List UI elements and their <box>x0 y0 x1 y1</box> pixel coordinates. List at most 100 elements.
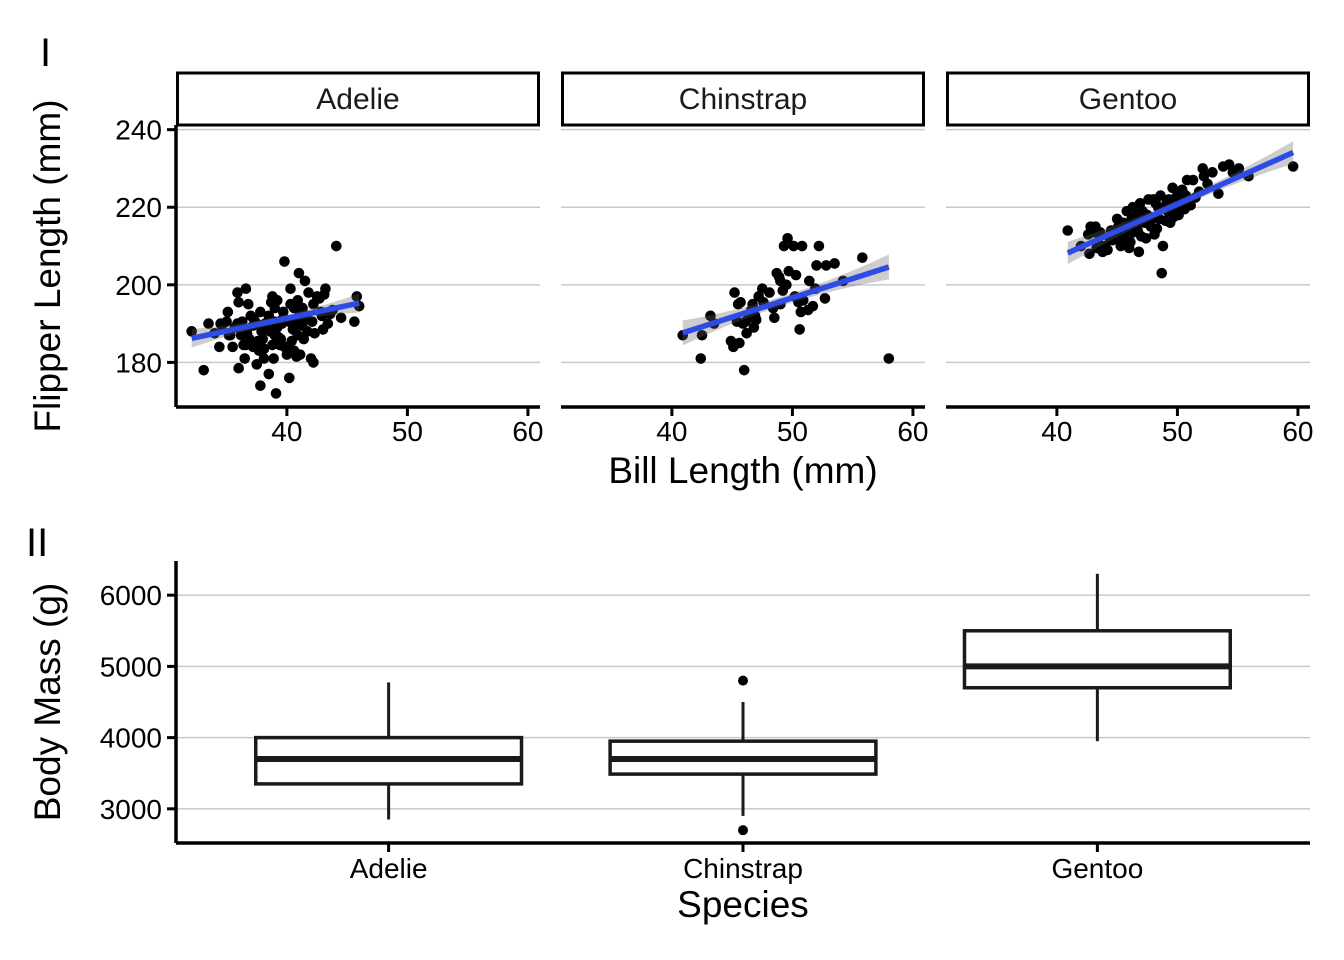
y-tick-label: 5000 <box>100 651 162 682</box>
scatter-point <box>1213 188 1224 199</box>
scatter-point <box>1133 246 1145 258</box>
y-tick-label: 3000 <box>100 794 162 825</box>
scatter-point <box>294 349 306 360</box>
scatter-point <box>331 240 342 252</box>
scatter-point <box>729 287 740 298</box>
scatter-point <box>796 240 808 252</box>
scatter-point <box>309 327 320 339</box>
y-tick-label: 220 <box>115 192 162 223</box>
trend-line <box>681 264 890 336</box>
category-label: Adelie <box>350 853 428 884</box>
scatter-point <box>735 296 746 308</box>
scatter-point <box>811 260 822 271</box>
scatter-point <box>769 312 780 324</box>
scatter-point <box>255 380 266 391</box>
scatter-point <box>738 364 750 376</box>
scatter-panel-marks: Adelie 40 50 60 180 200 220 240 Chinstrap 40 50 60 G… <box>115 71 1314 447</box>
panel2-y-axis-title: Body Mass (g) <box>27 583 68 822</box>
y-tick-label: 4000 <box>100 723 162 754</box>
scatter-point <box>750 314 762 326</box>
scatter-point <box>1084 248 1095 260</box>
scatter-point <box>1151 223 1163 234</box>
scatter-point <box>1233 163 1245 174</box>
outlier-point <box>738 825 748 836</box>
scatter-point <box>335 312 347 324</box>
y-tick-label: 6000 <box>100 580 162 611</box>
scatter-point <box>293 267 305 279</box>
scatter-point <box>279 256 290 267</box>
panel1-tag: I <box>40 31 51 75</box>
scatter-point <box>764 287 775 298</box>
scatter-point <box>322 318 334 329</box>
scatter-point <box>1140 232 1152 244</box>
scatter-point <box>349 316 360 327</box>
scatter-point <box>1185 199 1196 211</box>
scatter-point <box>320 283 331 294</box>
facet-strip-label: Chinstrap <box>679 83 807 116</box>
x-tick-label: 40 <box>656 416 687 447</box>
category-label: Gentoo <box>1051 853 1143 884</box>
scatter-point <box>277 306 289 318</box>
scatter-point <box>303 287 314 298</box>
scatter-point <box>263 368 275 380</box>
scatter-point <box>695 353 707 364</box>
scatter-point <box>221 316 232 327</box>
scatter-point <box>203 318 214 329</box>
scatter-point <box>283 372 295 384</box>
scatter-point <box>696 329 708 341</box>
facet-strip <box>946 71 1310 127</box>
facet-strip-label: Gentoo <box>1079 83 1177 116</box>
scatter-point <box>232 287 243 298</box>
scatter-point <box>1157 240 1169 252</box>
scatter-point <box>790 269 802 281</box>
y-tick-label: 240 <box>115 115 162 146</box>
scatter-point <box>351 291 363 302</box>
scatter-point <box>819 293 831 304</box>
scatter-point <box>233 296 244 308</box>
scatter-point <box>258 353 270 364</box>
scatter-point <box>1155 190 1166 201</box>
x-tick-label: 40 <box>1041 416 1072 447</box>
scatter-point <box>1125 236 1136 248</box>
scatter-point <box>1156 267 1168 279</box>
scatter-point <box>292 295 304 306</box>
scatter-point <box>198 364 210 376</box>
y-tick-label: 200 <box>115 270 162 301</box>
scatter-point <box>883 353 895 364</box>
scatter-point <box>1062 225 1074 236</box>
scatter-point <box>239 353 251 364</box>
scatter-point <box>306 316 318 327</box>
scatter-point <box>186 326 197 337</box>
scatter-point <box>734 337 745 349</box>
x-tick-label: 60 <box>897 416 928 447</box>
scatter-point <box>1102 244 1113 256</box>
scatter-point <box>299 275 311 287</box>
scatter-point <box>807 300 819 312</box>
panel2-tag: II <box>26 521 48 565</box>
scatter-point <box>788 240 799 252</box>
scatter-point <box>308 357 319 368</box>
scatter-point <box>243 298 254 310</box>
category-label: Chinstrap <box>683 853 803 884</box>
scatter-point <box>741 327 752 339</box>
scatter-point <box>257 333 269 345</box>
scatter-point <box>255 306 266 318</box>
facet-strip <box>176 71 540 127</box>
trend-line <box>1066 150 1295 256</box>
scatter-point <box>781 279 792 291</box>
x-tick-label: 50 <box>1162 416 1193 447</box>
scatter-point <box>803 275 815 287</box>
scatter-point <box>270 388 282 399</box>
scatter-point <box>222 306 234 318</box>
scatter-point <box>1207 167 1218 178</box>
panel1-y-axis-title: Flipper Length (mm) <box>27 99 68 432</box>
box <box>962 629 1233 690</box>
outlier-point <box>738 675 748 686</box>
scatter-point <box>813 240 825 252</box>
scatter-point <box>233 362 244 374</box>
panel2-x-axis-title: Species <box>677 884 809 925</box>
scatter-point <box>829 258 840 269</box>
scatter-point <box>1197 163 1209 174</box>
facet-strip-label: Adelie <box>316 83 399 116</box>
